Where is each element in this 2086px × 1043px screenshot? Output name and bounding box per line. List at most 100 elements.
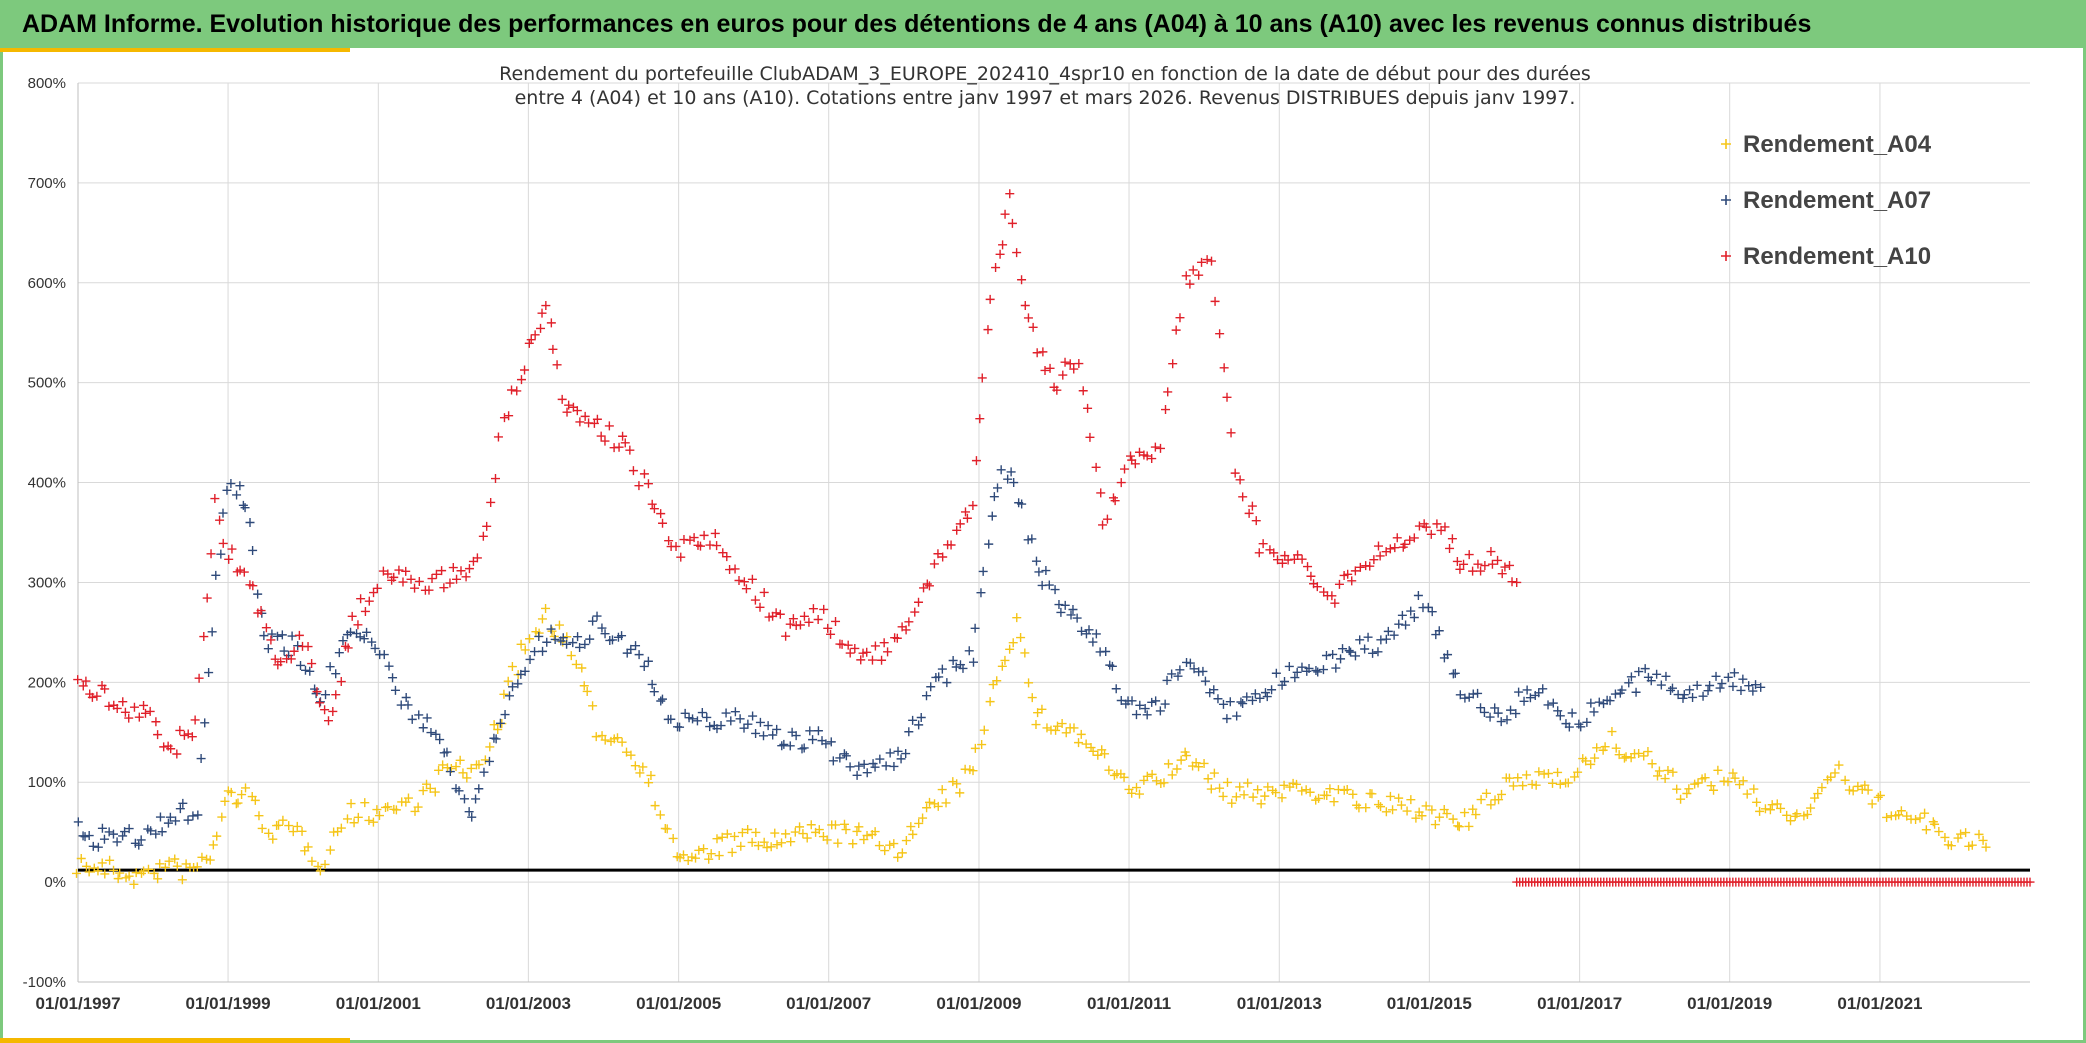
data-point — [714, 851, 724, 861]
data-point — [1411, 813, 1421, 823]
data-point — [692, 716, 702, 726]
series-A10_tail — [1512, 877, 2035, 887]
data-point — [187, 732, 197, 742]
data-point — [626, 644, 636, 654]
data-point — [795, 822, 805, 832]
data-point — [1427, 805, 1437, 815]
data-point — [179, 730, 189, 740]
data-point — [1652, 771, 1662, 781]
data-point — [1401, 620, 1411, 630]
data-point — [1242, 692, 1252, 702]
data-point — [697, 708, 707, 718]
data-point — [1490, 703, 1500, 713]
data-point — [1381, 807, 1391, 817]
data-point — [516, 639, 526, 649]
data-point — [192, 862, 202, 872]
data-point — [875, 754, 885, 764]
data-point — [143, 864, 153, 874]
data-point — [372, 583, 382, 593]
data-point — [401, 692, 411, 702]
data-point — [991, 263, 1001, 273]
data-point — [650, 801, 660, 811]
data-point — [758, 731, 768, 741]
data-point — [978, 566, 988, 576]
data-point — [129, 879, 139, 889]
data-point — [993, 483, 1003, 493]
x-tick-label: 01/01/2017 — [1537, 994, 1622, 1013]
data-point — [388, 673, 398, 683]
data-point — [1920, 808, 1930, 818]
data-point — [580, 639, 590, 649]
data-point — [843, 640, 853, 650]
data-point — [151, 717, 161, 727]
data-point — [78, 681, 88, 691]
data-point — [1147, 697, 1157, 707]
data-point — [656, 696, 666, 706]
data-point — [2025, 877, 2035, 887]
data-point — [1084, 625, 1094, 635]
data-point — [541, 301, 551, 311]
data-point — [356, 594, 366, 604]
data-point — [841, 825, 851, 835]
data-point — [568, 638, 578, 648]
data-point — [1666, 685, 1676, 695]
data-point — [922, 579, 932, 589]
data-point — [1453, 821, 1463, 831]
data-point — [747, 574, 757, 584]
data-point — [1297, 786, 1307, 796]
data-point — [906, 822, 916, 832]
page-title: ADAM Informe. Evolution historique des p… — [0, 0, 2086, 48]
data-point — [1543, 700, 1553, 710]
data-point — [464, 807, 474, 817]
data-point — [72, 868, 82, 878]
data-point — [617, 631, 627, 641]
x-tick-label: 01/01/2007 — [786, 994, 871, 1013]
data-point — [222, 485, 232, 495]
data-point — [1222, 392, 1232, 402]
data-point — [1863, 785, 1873, 795]
data-point — [1142, 451, 1152, 461]
data-point — [1142, 710, 1152, 720]
data-point — [1005, 644, 1015, 654]
data-point — [695, 541, 705, 551]
data-point — [591, 732, 601, 742]
data-point — [656, 509, 666, 519]
data-point — [508, 682, 518, 692]
data-point — [1573, 767, 1583, 777]
data-point — [1076, 729, 1086, 739]
y-tick-label: 500% — [28, 375, 66, 392]
data-point — [1017, 275, 1027, 285]
data-point — [1567, 708, 1577, 718]
data-point — [1693, 778, 1703, 788]
data-point — [1506, 705, 1516, 715]
data-point — [630, 761, 640, 771]
data-point — [1159, 778, 1169, 788]
data-point — [1361, 803, 1371, 813]
data-point — [722, 552, 732, 562]
data-point — [1120, 464, 1130, 474]
data-point — [852, 826, 862, 836]
data-point — [937, 785, 947, 795]
data-point — [259, 631, 269, 641]
data-point — [226, 479, 236, 489]
data-point — [921, 691, 931, 701]
data-point — [1238, 492, 1248, 502]
data-point — [303, 642, 313, 652]
data-point — [430, 787, 440, 797]
data-point — [1199, 758, 1209, 768]
legend-marker-A04 — [1721, 139, 1731, 149]
data-point — [647, 679, 657, 689]
data-point — [870, 641, 880, 651]
data-point — [1440, 522, 1450, 532]
data-point — [1751, 680, 1761, 690]
data-point — [1189, 664, 1199, 674]
data-point — [372, 805, 382, 815]
data-point — [1027, 693, 1037, 703]
data-point — [486, 497, 496, 507]
data-point — [785, 741, 795, 751]
data-point — [155, 859, 165, 869]
data-point — [1091, 462, 1101, 472]
data-point — [1091, 629, 1101, 639]
data-point — [647, 499, 657, 509]
data-point — [1057, 719, 1067, 729]
